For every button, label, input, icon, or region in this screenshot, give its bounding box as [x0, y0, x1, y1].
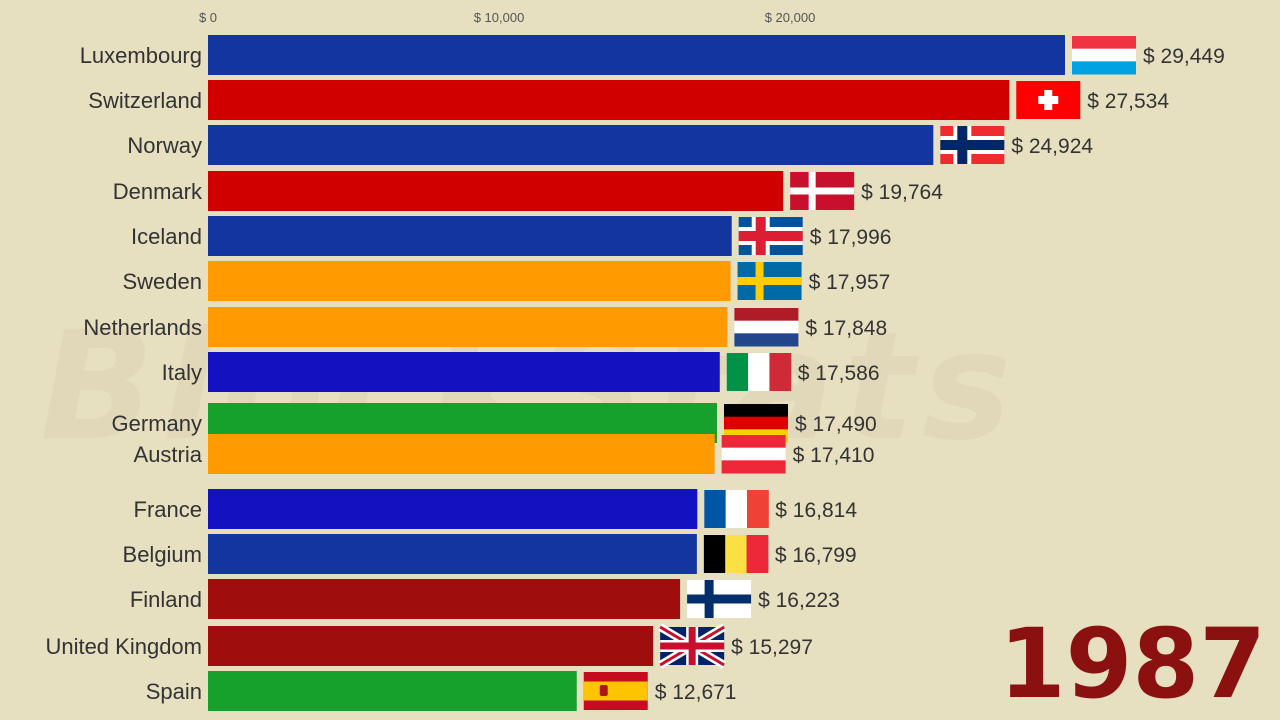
norway-flag-icon [940, 126, 1005, 164]
x-tick-label: $ 20,000 [765, 10, 816, 25]
spain-flag-icon [583, 672, 648, 710]
year-label: 1987 [998, 608, 1266, 720]
bar-italy [208, 352, 720, 392]
value-label: $ 24,924 [1011, 135, 1093, 158]
value-label: $ 16,223 [758, 589, 840, 612]
bar-norway [208, 125, 934, 165]
value-label: $ 17,996 [810, 226, 892, 249]
x-tick-label: $ 10,000 [474, 10, 525, 25]
bar-france [208, 489, 698, 529]
bar-spain [208, 671, 577, 711]
category-label: Spain [146, 679, 202, 704]
category-label: Iceland [131, 224, 202, 249]
austria-flag-icon [721, 435, 786, 474]
category-label: Belgium [123, 542, 202, 567]
category-label: Austria [134, 442, 203, 467]
bar-united-kingdom [208, 626, 654, 666]
bar-iceland [208, 216, 732, 256]
sweden-flag-icon [737, 262, 802, 300]
value-label: $ 17,410 [793, 444, 875, 467]
italy-flag-icon [726, 353, 792, 391]
bar-luxembourg [208, 35, 1065, 75]
bar-belgium [208, 534, 697, 574]
france-flag-icon [704, 490, 769, 528]
bar-netherlands [208, 307, 728, 347]
value-label: $ 27,534 [1087, 90, 1169, 113]
value-label: $ 17,586 [798, 362, 880, 385]
value-label: $ 29,449 [1143, 45, 1225, 68]
category-label: Germany [112, 411, 202, 436]
value-label: $ 12,671 [655, 681, 737, 704]
bar-switzerland [208, 80, 1010, 120]
value-label: $ 19,764 [861, 181, 943, 204]
category-label: Luxembourg [80, 43, 202, 68]
bar-austria [208, 434, 715, 474]
category-label: United Kingdom [45, 634, 202, 659]
luxembourg-flag-icon [1072, 36, 1136, 75]
finland-flag-icon [687, 580, 752, 618]
bar-sweden [208, 261, 731, 301]
value-label: $ 15,297 [731, 636, 813, 659]
category-label: France [134, 497, 202, 522]
category-label: Finland [130, 587, 202, 612]
value-label: $ 17,957 [809, 271, 891, 294]
bar-finland [208, 579, 681, 619]
denmark-flag-icon [790, 172, 855, 210]
category-label: Netherlands [83, 315, 202, 340]
value-label: $ 16,799 [775, 544, 857, 567]
value-label: $ 17,848 [805, 317, 887, 340]
switzerland-flag-icon [1016, 81, 1081, 119]
value-label: $ 17,490 [795, 413, 877, 436]
belgium-flag-icon [703, 535, 769, 573]
category-label: Sweden [122, 269, 202, 294]
value-label: $ 16,814 [775, 499, 857, 522]
category-label: Italy [162, 360, 202, 385]
category-label: Switzerland [88, 88, 202, 113]
category-label: Denmark [113, 179, 203, 204]
united-kingdom-flag-icon [658, 623, 727, 669]
netherlands-flag-icon [734, 308, 799, 347]
category-label: Norway [127, 133, 202, 158]
x-tick-label: $ 0 [199, 10, 217, 25]
bar-denmark [208, 171, 784, 211]
iceland-flag-icon [738, 217, 803, 255]
